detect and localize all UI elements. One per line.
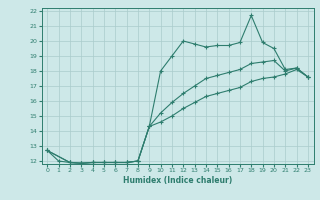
X-axis label: Humidex (Indice chaleur): Humidex (Indice chaleur) xyxy=(123,176,232,185)
